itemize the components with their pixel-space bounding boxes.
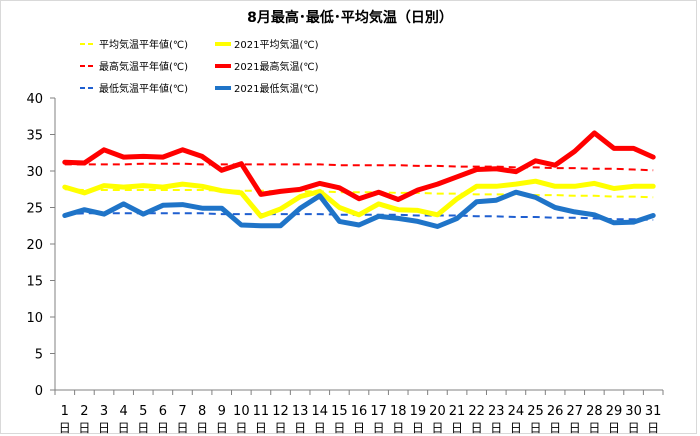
series-line-3 xyxy=(64,162,654,172)
series-line-1 xyxy=(64,188,654,199)
x-tick-label: 8 xyxy=(198,404,206,419)
x-tick-suffix: 日 xyxy=(235,421,247,435)
x-tick-label: 21 xyxy=(449,404,466,419)
y-tick-label: 40 xyxy=(26,92,43,107)
y-tick-label: 30 xyxy=(26,165,43,180)
x-tick-label: 12 xyxy=(272,404,289,419)
x-tick-suffix: 日 xyxy=(549,421,561,435)
x-tick-label: 22 xyxy=(468,404,485,419)
x-tick-label: 1 xyxy=(61,404,69,419)
series-line-6 xyxy=(62,189,656,229)
x-tick-label: 5 xyxy=(139,404,147,419)
x-tick-suffix: 日 xyxy=(137,421,149,435)
x-tick-suffix: 日 xyxy=(294,421,306,435)
x-tick-label: 11 xyxy=(253,404,270,419)
x-tick-label: 16 xyxy=(351,404,368,419)
legend-label: 最高気温平年値(℃) xyxy=(99,60,188,73)
x-tick-suffix: 日 xyxy=(451,421,463,435)
x-tick-label: 20 xyxy=(429,404,446,419)
x-tick-label: 3 xyxy=(100,404,108,419)
x-tick-label: 28 xyxy=(586,404,603,419)
series-line-4 xyxy=(62,130,656,202)
x-tick-label: 13 xyxy=(292,404,309,419)
x-tick-label: 29 xyxy=(606,404,623,419)
x-tick-suffix: 日 xyxy=(196,421,208,435)
x-tick-label: 23 xyxy=(488,404,505,419)
x-tick-suffix: 日 xyxy=(608,421,620,435)
x-tick-label: 9 xyxy=(218,404,226,419)
y-tick-label: 15 xyxy=(26,275,43,290)
x-tick-suffix: 日 xyxy=(275,421,287,435)
x-tick-label: 30 xyxy=(625,404,642,419)
x-tick-suffix: 日 xyxy=(490,421,502,435)
legend-label: 2021最高気温(℃) xyxy=(234,60,319,73)
y-tick-label: 0 xyxy=(35,384,43,399)
x-tick-suffix: 日 xyxy=(471,421,483,435)
x-tick-label: 26 xyxy=(547,404,564,419)
x-tick-label: 14 xyxy=(312,404,329,419)
x-tick-suffix: 日 xyxy=(333,421,345,435)
x-tick-suffix: 日 xyxy=(510,421,522,435)
x-tick-suffix: 日 xyxy=(628,421,640,435)
x-tick-suffix: 日 xyxy=(373,421,385,435)
x-tick-suffix: 日 xyxy=(588,421,600,435)
x-tick-suffix: 日 xyxy=(530,421,542,435)
legend-label: 平均気温平年値(℃) xyxy=(99,38,188,51)
x-tick-suffix: 日 xyxy=(59,421,71,435)
x-tick-label: 10 xyxy=(233,404,250,419)
x-tick-suffix: 日 xyxy=(78,421,90,435)
x-tick-label: 25 xyxy=(527,404,544,419)
series-line-2 xyxy=(62,178,656,219)
x-tick-suffix: 日 xyxy=(392,421,404,435)
x-tick-label: 19 xyxy=(410,404,427,419)
x-tick-suffix: 日 xyxy=(431,421,443,435)
x-tick-suffix: 日 xyxy=(216,421,228,435)
x-tick-label: 17 xyxy=(370,404,387,419)
x-tick-label: 31 xyxy=(645,404,662,419)
y-tick-label: 10 xyxy=(26,311,43,326)
x-tick-label: 2 xyxy=(80,404,88,419)
chart-title: 8月最高･最低･平均気温（日別） xyxy=(247,9,453,26)
x-tick-label: 4 xyxy=(120,404,128,419)
x-tick-suffix: 日 xyxy=(314,421,326,435)
x-tick-label: 27 xyxy=(566,404,583,419)
y-tick-label: 25 xyxy=(26,202,43,217)
y-tick-label: 5 xyxy=(35,348,43,363)
legend-label: 2021最低気温(℃) xyxy=(234,82,319,95)
y-tick-label: 20 xyxy=(26,238,43,253)
x-tick-label: 7 xyxy=(178,404,186,419)
x-tick-label: 24 xyxy=(508,404,525,419)
x-tick-suffix: 日 xyxy=(412,421,424,435)
x-tick-label: 18 xyxy=(390,404,407,419)
x-tick-suffix: 日 xyxy=(176,421,188,435)
x-tick-suffix: 日 xyxy=(98,421,110,435)
x-tick-suffix: 日 xyxy=(255,421,267,435)
legend-label: 最低気温平年値(℃) xyxy=(99,82,188,95)
x-tick-suffix: 日 xyxy=(157,421,169,435)
x-tick-suffix: 日 xyxy=(647,421,659,435)
x-tick-suffix: 日 xyxy=(118,421,130,435)
legend-label: 2021平均気温(℃) xyxy=(234,38,319,51)
x-tick-label: 15 xyxy=(331,404,348,419)
x-tick-label: 6 xyxy=(159,404,167,419)
x-tick-suffix: 日 xyxy=(353,421,365,435)
y-tick-label: 35 xyxy=(26,129,43,144)
x-tick-suffix: 日 xyxy=(569,421,581,435)
